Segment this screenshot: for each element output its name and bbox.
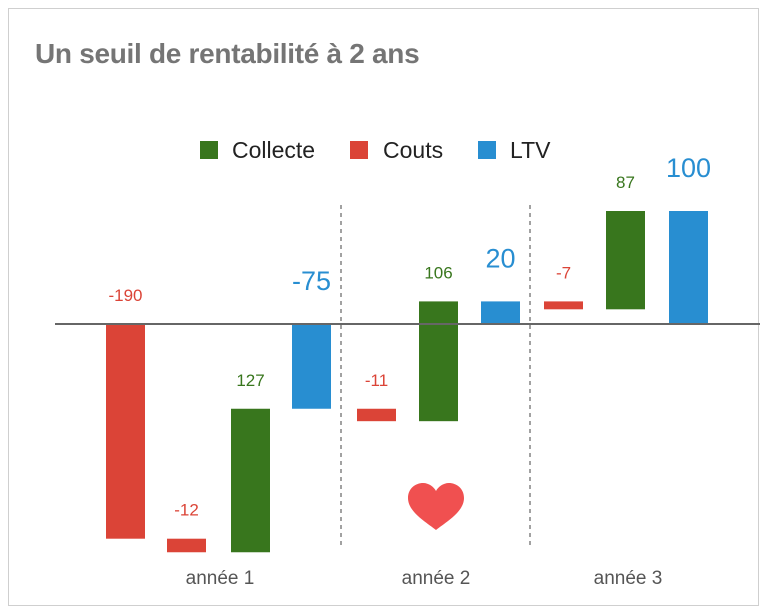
bar-ltv [669, 211, 708, 324]
data-label: -7 [556, 263, 571, 282]
chart-title: Un seuil de rentabilité à 2 ans [35, 38, 420, 69]
data-label: 100 [666, 153, 711, 183]
bar-collecte [606, 211, 645, 310]
legend-swatch-collecte [200, 141, 218, 159]
data-label: -75 [292, 266, 331, 296]
bar-couts [357, 408, 396, 422]
bar-couts [544, 301, 583, 310]
bars [106, 211, 708, 553]
data-label: -190 [108, 286, 142, 305]
legend-swatch-couts [350, 141, 368, 159]
bar-collecte [419, 301, 458, 422]
category-label: année 2 [402, 568, 471, 589]
data-label: 20 [485, 243, 515, 273]
legend-label: Couts [383, 137, 443, 163]
year-dividers [340, 205, 531, 545]
category-label: année 1 [186, 568, 255, 589]
category-labels: année 1 année 2 année 3 [186, 568, 663, 589]
category-label: année 3 [594, 568, 663, 589]
legend: Collecte Couts LTV [200, 137, 551, 163]
data-labels: -190 -12 127 -75 -11 106 20 -7 87 100 [108, 153, 711, 520]
chart-card [8, 8, 759, 606]
data-label: 106 [424, 263, 452, 282]
data-label: 87 [616, 173, 635, 192]
bar-ltv [481, 301, 520, 324]
bar-couts [167, 538, 206, 553]
data-label: -12 [174, 501, 199, 520]
heart-icon [408, 483, 464, 530]
legend-label: LTV [510, 137, 551, 163]
data-label: 127 [236, 371, 264, 390]
data-label: -11 [365, 371, 388, 390]
legend-swatch-ltv [478, 141, 496, 159]
legend-label: Collecte [232, 137, 315, 163]
bar-collecte [231, 408, 270, 553]
bar-couts [106, 324, 145, 539]
bar-ltv [292, 324, 331, 409]
